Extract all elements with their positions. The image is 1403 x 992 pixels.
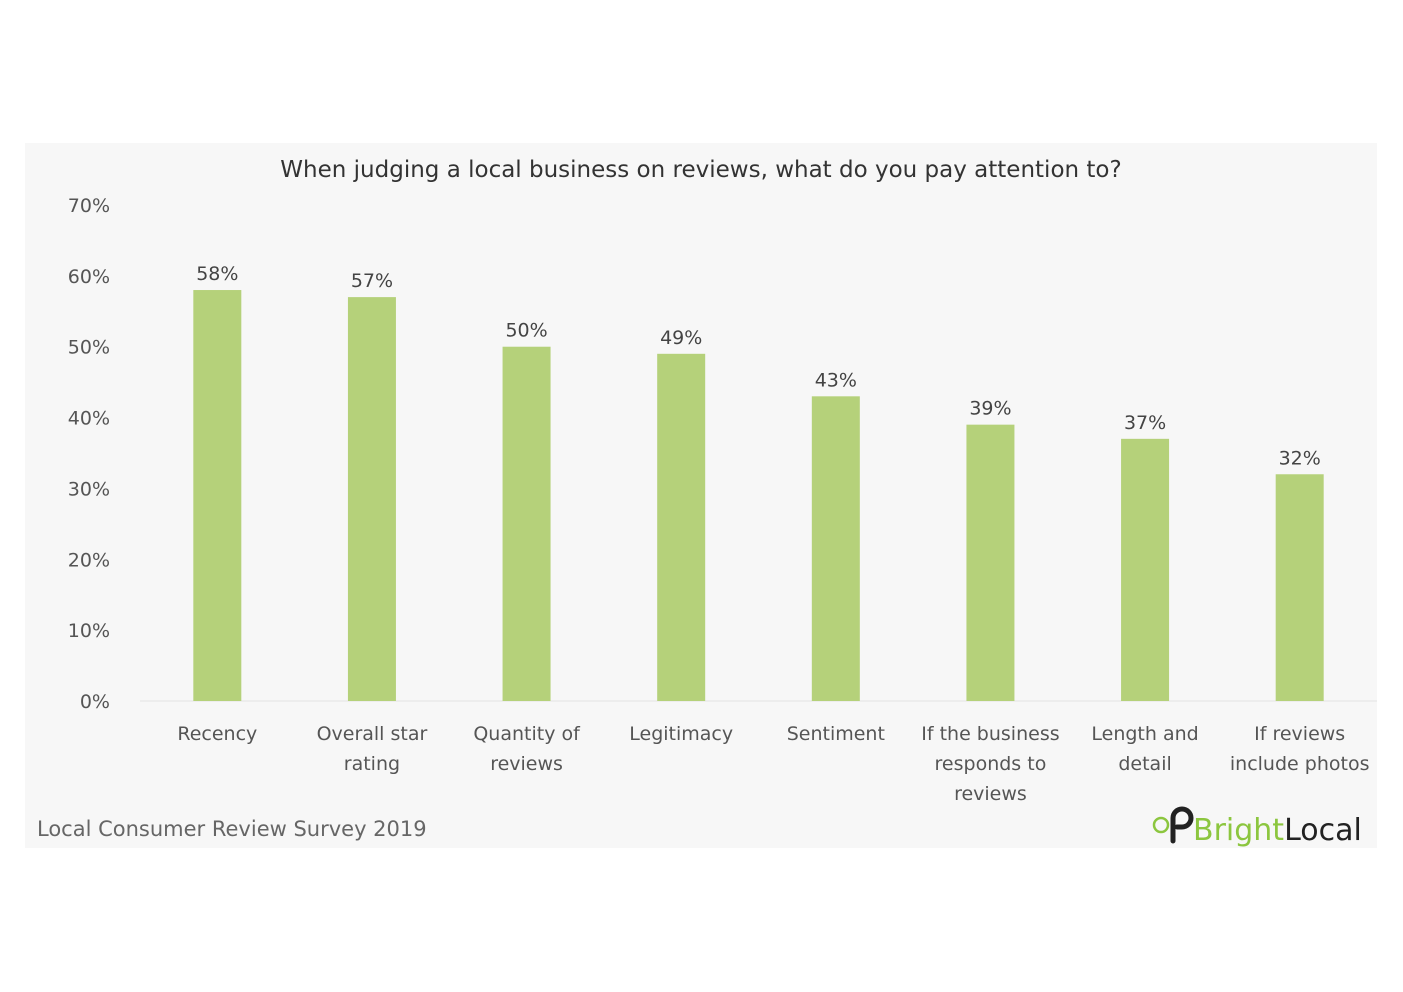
- bar-value-label: 43%: [815, 369, 857, 391]
- source-label: Local Consumer Review Survey 2019: [37, 817, 427, 841]
- bar: [657, 353, 706, 701]
- category-label: Overall star rating: [317, 723, 428, 775]
- bars: [193, 290, 1324, 701]
- y-tick-label: 0%: [80, 691, 110, 713]
- category-label: Recency: [177, 723, 257, 745]
- category-label: If the business responds to reviews: [921, 723, 1059, 805]
- brand-name-bright: Bright: [1193, 813, 1284, 848]
- chart-panel: When judging a local business on reviews…: [25, 143, 1377, 848]
- value-labels: 58% 57% 50% 49% 43% 39% 37% 32%: [196, 263, 1321, 469]
- y-tick-label: 60%: [68, 266, 110, 288]
- bar: [347, 297, 396, 701]
- bar-value-label: 50%: [505, 320, 547, 342]
- bar: [1121, 438, 1170, 701]
- bar-value-label: 37%: [1124, 412, 1166, 434]
- category-label: Sentiment: [787, 723, 885, 745]
- bar: [966, 424, 1015, 701]
- bar: [811, 396, 860, 701]
- bar-value-label: 39%: [969, 398, 1011, 420]
- bar-value-label: 57%: [351, 270, 393, 292]
- category-label: Length and detail: [1091, 723, 1198, 775]
- category-label: Quantity of reviews: [473, 723, 581, 775]
- bar-value-label: 49%: [660, 327, 702, 349]
- category-label: If reviews include photos: [1230, 723, 1370, 775]
- category-label: Legitimacy: [629, 723, 733, 745]
- map-pin-icon: [1152, 806, 1194, 844]
- bar: [1275, 474, 1324, 701]
- y-axis: 0% 10% 20% 30% 40% 50% 60% 70%: [68, 195, 110, 713]
- y-tick-label: 50%: [68, 337, 110, 359]
- category-labels: Recency Overall star rating Quantity of revi…: [177, 723, 1369, 805]
- y-tick-label: 30%: [68, 478, 110, 500]
- bar-chart: When judging a local business on reviews…: [37, 157, 1377, 848]
- y-tick-label: 40%: [68, 408, 110, 430]
- svg-text:BrightLocal: BrightLocal: [1193, 813, 1362, 848]
- brightlocal-logo: BrightLocal: [1152, 806, 1362, 848]
- y-tick-label: 20%: [68, 549, 110, 571]
- bar-value-label: 32%: [1279, 447, 1321, 469]
- y-tick-label: 70%: [68, 195, 110, 217]
- y-tick-label: 10%: [68, 620, 110, 642]
- brand-name-local: Local: [1284, 813, 1362, 848]
- bar: [502, 346, 551, 701]
- chart-title: When judging a local business on reviews…: [280, 157, 1121, 183]
- bar-value-label: 58%: [196, 263, 238, 285]
- bar: [193, 290, 242, 701]
